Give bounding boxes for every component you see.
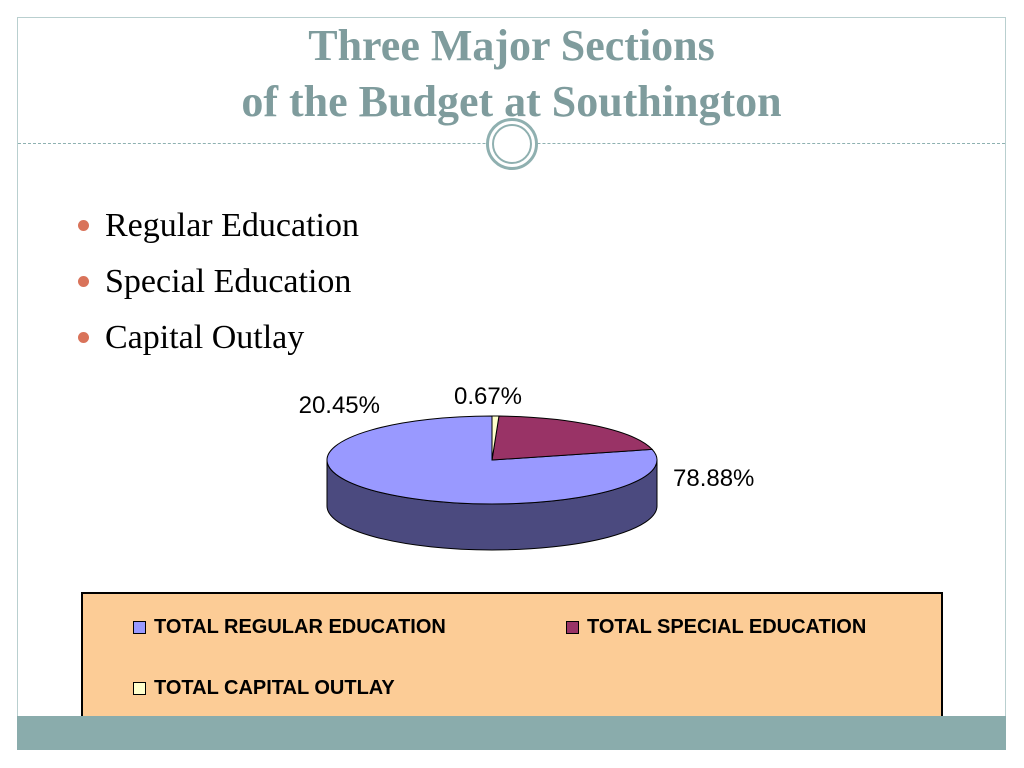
title-line-1: Three Major Sections xyxy=(308,21,715,70)
title-ring-ornament xyxy=(486,118,538,170)
data-label-capital: 0.67% xyxy=(454,383,522,410)
legend-swatch-special xyxy=(566,621,579,634)
data-label-special: 20.45% xyxy=(299,392,380,419)
bullet-text: Special Education xyxy=(105,263,352,300)
data-label-regular: 78.88% xyxy=(673,465,754,492)
pie-chart: 78.88% 20.45% 0.67% xyxy=(299,383,754,551)
bullet-text: Regular Education xyxy=(105,207,359,244)
pie-slice-special xyxy=(491,415,654,461)
footer-accent-bar xyxy=(17,716,1006,750)
slide-title: Three Major Sections of the Budget at So… xyxy=(17,18,1006,130)
legend-label-capital: TOTAL CAPITAL OUTLAY xyxy=(154,677,395,699)
legend-item-capital: TOTAL CAPITAL OUTLAY xyxy=(133,677,395,700)
legend-item-regular: TOTAL REGULAR EDUCATION xyxy=(133,616,446,639)
legend-swatch-capital xyxy=(133,682,146,695)
pie-slice-capital xyxy=(491,415,500,461)
bullet-item: Capital Outlay xyxy=(78,310,359,366)
bullet-dot-icon xyxy=(78,276,89,287)
bullet-list: Regular Education Special Education Capi… xyxy=(78,198,359,366)
pie-slice-regular xyxy=(326,415,658,505)
chart-legend: TOTAL REGULAR EDUCATION TOTAL SPECIAL ED… xyxy=(81,592,943,719)
title-line-2: of the Budget at Southington xyxy=(241,77,782,126)
bullet-item: Regular Education xyxy=(78,198,359,254)
legend-label-special: TOTAL SPECIAL EDUCATION xyxy=(587,616,867,638)
legend-item-special: TOTAL SPECIAL EDUCATION xyxy=(566,616,866,639)
bullet-dot-icon xyxy=(78,220,89,231)
bullet-item: Special Education xyxy=(78,254,359,310)
bullet-text: Capital Outlay xyxy=(105,319,305,356)
legend-label-regular: TOTAL REGULAR EDUCATION xyxy=(154,616,446,638)
legend-swatch-regular xyxy=(133,621,146,634)
bullet-dot-icon xyxy=(78,332,89,343)
